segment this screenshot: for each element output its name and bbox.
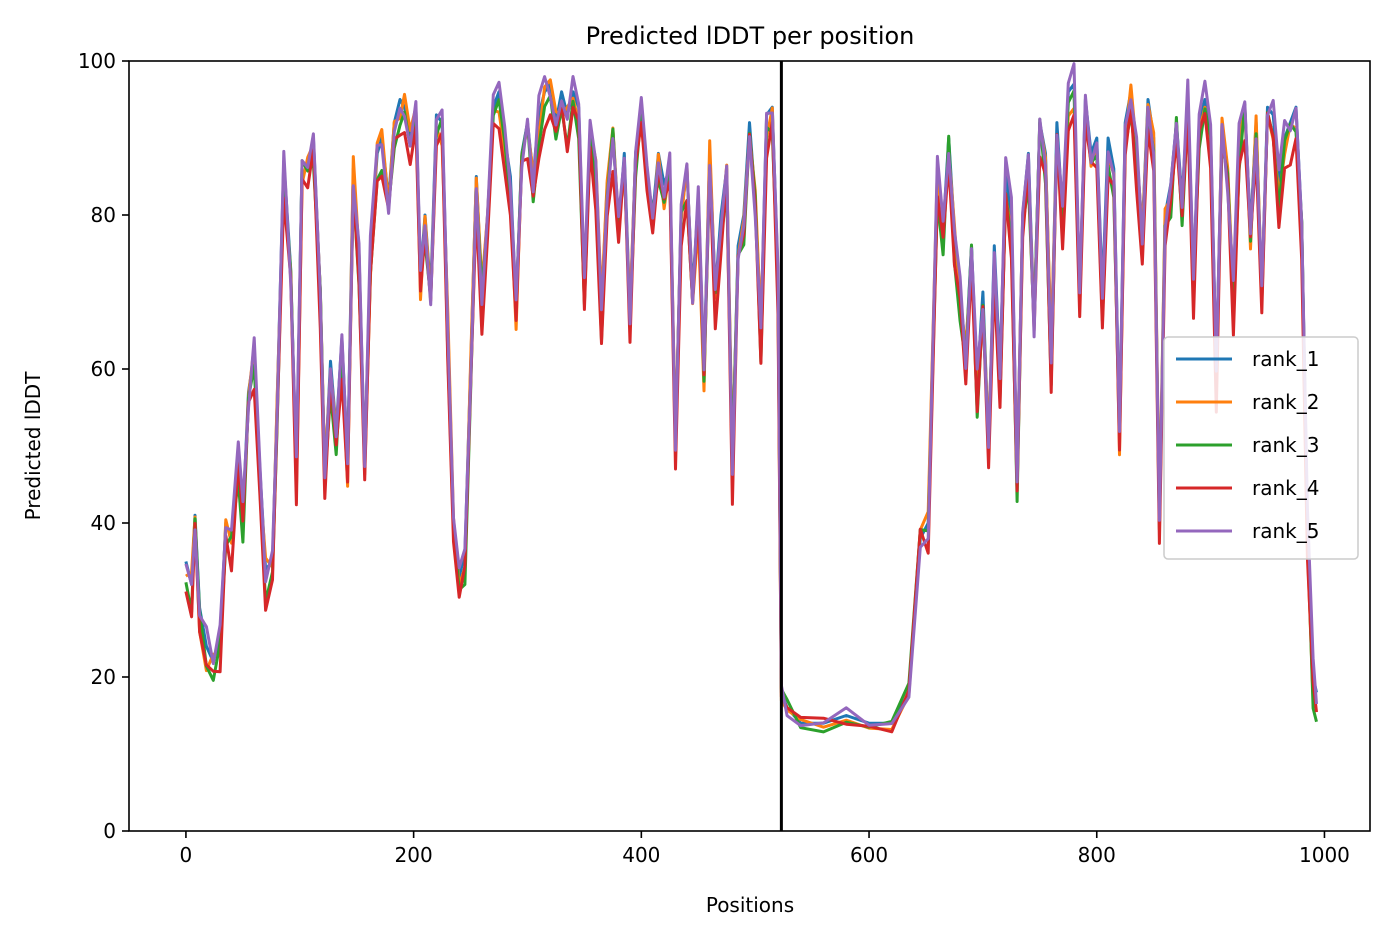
plot-frame: [128, 60, 1371, 832]
x-axis-label: Positions: [706, 893, 794, 917]
legend-label-rank_5: rank_5: [1252, 519, 1319, 543]
y-axis: 0 20 40 60 80 100: [78, 49, 129, 843]
y-tick-label: 0: [103, 819, 116, 843]
series-layer: [184, 62, 1318, 734]
series-line-rank_5: [184, 62, 1318, 728]
x-tick-label: 800: [1078, 843, 1116, 867]
legend: rank_1 rank_2 rank_3 rank_4 rank_5: [1163, 336, 1359, 560]
legend-label-rank_2: rank_2: [1252, 390, 1319, 414]
legend-label-rank_3: rank_3: [1252, 433, 1319, 457]
legend-label-rank_4: rank_4: [1252, 476, 1319, 500]
y-tick-label: 100: [78, 49, 116, 73]
y-tick-label: 60: [91, 357, 116, 381]
legend-label-rank_1: rank_1: [1252, 347, 1319, 371]
y-tick-label: 20: [91, 665, 116, 689]
y-tick-label: 80: [91, 203, 116, 227]
legend-box: [1163, 336, 1359, 560]
chart-title: Predicted lDDT per position: [586, 22, 915, 50]
x-tick-label: 600: [850, 843, 888, 867]
y-axis-label: Predicted lDDT: [21, 371, 45, 521]
x-tick-label: 1000: [1299, 843, 1350, 867]
y-tick-label: 40: [91, 511, 116, 535]
x-tick-label: 0: [180, 843, 193, 867]
x-tick-label: 400: [622, 843, 660, 867]
x-tick-label: 200: [395, 843, 433, 867]
x-axis: 0 200 400 600 800 1000: [180, 831, 1350, 867]
